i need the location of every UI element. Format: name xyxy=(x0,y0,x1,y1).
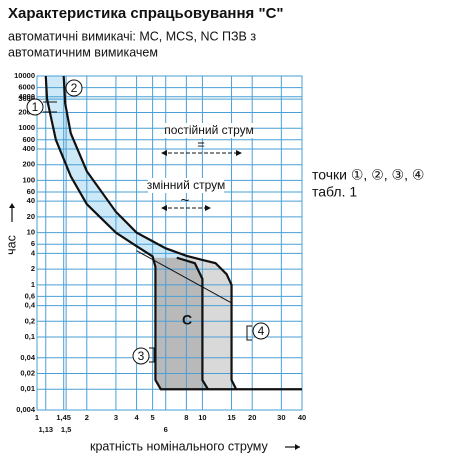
y-tick-label: 6000 xyxy=(18,83,35,92)
curve xyxy=(136,250,232,304)
x-tick-label: 1,13 xyxy=(38,425,53,434)
x-tick-label: 1,5 xyxy=(61,425,71,434)
point-label: 4 xyxy=(258,324,265,338)
y-tick-label: 1 xyxy=(31,280,35,289)
ac-zone-fill xyxy=(152,256,208,390)
note: точки ①, ②, ③, ④ xyxy=(312,167,424,183)
y-tick-label: 100 xyxy=(22,175,35,184)
label-bg xyxy=(165,123,253,138)
y-arrow-head xyxy=(9,203,15,208)
y-tick-label: 6 xyxy=(31,239,35,248)
y-axis-label: час xyxy=(4,235,18,255)
note: табл. 1 xyxy=(312,184,357,200)
y-tick-label: 60 xyxy=(27,187,35,196)
annotation: змінний струм xyxy=(147,178,226,192)
zone-label: C xyxy=(182,312,192,328)
y-tick-label: 200 xyxy=(22,160,35,169)
y-tick-label: 0,004 xyxy=(16,405,36,414)
curve xyxy=(62,75,238,390)
x-tick-label: 10 xyxy=(198,413,206,422)
x-tick-label: 1,45 xyxy=(56,413,71,422)
y-tick-label: 2 xyxy=(31,264,35,273)
y-tick-label: 0,4 xyxy=(25,301,36,310)
x-tick-label: 1 xyxy=(35,413,39,422)
y-tick-label: 0,01 xyxy=(20,384,35,393)
x-tick-label: 20 xyxy=(248,413,256,422)
y-tick-label: 1000 xyxy=(18,123,35,132)
point-label: 2 xyxy=(71,81,78,95)
x-tick-label: 6 xyxy=(164,425,168,434)
y-tick-label: 40 xyxy=(27,196,35,205)
y-tick-label: 0,02 xyxy=(20,368,35,377)
bracket xyxy=(43,101,252,363)
y-tick-label: 0,1 xyxy=(25,332,35,341)
x-tick-label: 3 xyxy=(114,413,118,422)
point-label: 3 xyxy=(138,349,145,363)
x-tick-label: 2 xyxy=(85,413,89,422)
y-tick-label: 0,6 xyxy=(25,291,35,300)
x-tick-label: 5 xyxy=(151,413,155,422)
y-tick-label: 10 xyxy=(27,228,35,237)
point-marker xyxy=(132,347,150,365)
y-tick-label: 20 xyxy=(27,212,35,221)
plot: 11,131,451,52 3 4 568 10 15 20 30 40100006000400… xyxy=(14,71,306,434)
x-tick-label: 15 xyxy=(227,413,235,422)
point-label: 1 xyxy=(32,100,39,114)
point-marker xyxy=(252,322,270,340)
annotation: = xyxy=(197,136,205,151)
curve xyxy=(176,256,209,390)
x-tick-label: 30 xyxy=(277,413,285,422)
x-arrow-head xyxy=(295,444,300,450)
annotation: постійний струм xyxy=(164,123,254,137)
subtitle: автоматичні вимикачі: MC, MCS, NC ПЗВ з xyxy=(8,29,256,43)
x-tick-label: 8 xyxy=(184,413,188,422)
y-tick-label: 10000 xyxy=(14,71,35,80)
plot-frame xyxy=(36,75,303,411)
chart-title: Характеристика спрацьовування "C" xyxy=(8,5,284,22)
y-tick-label: 3600 xyxy=(18,94,35,103)
x-axis-label: кратність номінального струму xyxy=(90,439,269,453)
x-tick-label: 40 xyxy=(298,413,306,422)
y-tick-label: 400 xyxy=(22,144,35,153)
label-bg xyxy=(148,178,224,193)
y-tick-label: 600 xyxy=(22,135,35,144)
curve xyxy=(44,75,302,391)
y-tick-label: 4 xyxy=(31,248,36,257)
x-tick-label: 4 xyxy=(135,413,140,422)
annotation: ~ xyxy=(181,192,190,209)
y-tick-label: 0,2 xyxy=(25,316,35,325)
dc-zone-fill xyxy=(176,255,237,390)
arrow-head xyxy=(161,205,211,211)
y-tick-label: 2000 xyxy=(18,107,35,116)
point-marker xyxy=(26,98,44,116)
y-tick-label: 0,04 xyxy=(20,353,35,362)
subtitle: автоматичним вимикачем xyxy=(8,45,158,59)
point-marker xyxy=(65,79,83,97)
y-tick-label: 4000 xyxy=(18,92,35,101)
